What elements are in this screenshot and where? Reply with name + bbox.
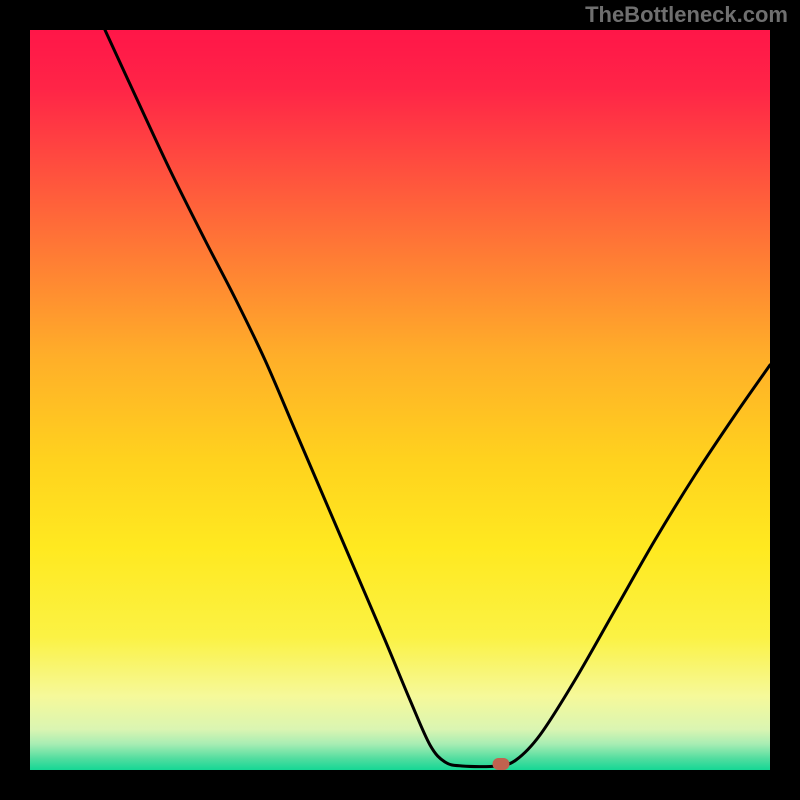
chart-background-gradient bbox=[30, 30, 770, 770]
bottleneck-chart-svg: TheBottleneck.com bbox=[0, 0, 800, 800]
chart-stage: TheBottleneck.com bbox=[0, 0, 800, 800]
optimal-point-marker bbox=[493, 758, 510, 770]
watermark-label: TheBottleneck.com bbox=[585, 2, 788, 27]
